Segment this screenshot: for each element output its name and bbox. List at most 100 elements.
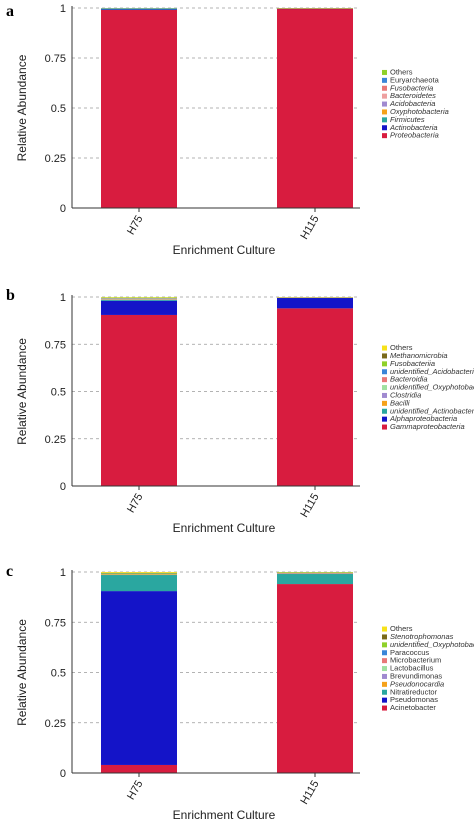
legend-label: Brevundimonas [390,671,442,680]
y-tick-label: 0.5 [51,103,66,115]
y-tick-label: 1 [60,292,66,304]
legend-label: Proteobacteria [390,131,439,140]
bar-segment-oxyphotobacteria [277,8,353,9]
legend-label: Methanomicrobia [390,351,448,360]
bar-segment-gammaproteobacteria [101,314,177,486]
bar-segment-acinetobacter [101,764,177,773]
legend-label: Bacteroidetes [390,91,436,100]
legend-label: Others [390,624,413,633]
x-tick-label: H115 [298,214,321,242]
legend: OthersEuryarchaeotaFusobacteriaBacteroid… [382,67,449,140]
bar-segment-unidentified-actinobacteria [101,299,177,301]
legend-label: Nitratireductor [390,687,438,696]
y-tick-label: 0 [60,203,66,215]
legend-label: Oxyphotobacteria [390,107,449,116]
legend-label: Alphaproteobacteria [389,414,457,423]
legend-swatch [382,369,387,375]
y-tick-label: 0.25 [45,434,66,446]
legend-swatch [382,85,387,91]
legend-label: Firmicutes [390,115,425,124]
bar-segment-nitratireductor [101,575,177,592]
legend-swatch [382,109,387,115]
legend-label: Stenotrophomonas [390,632,454,641]
legend-label: unidentified_Oxyphotobacteria [390,640,474,649]
y-tick-label: 1 [60,3,66,15]
legend-swatch [382,125,387,131]
legend-label: unidentified_Oxyphotobacteria [390,383,474,392]
legend-swatch [382,642,387,648]
legend-label: Others [390,67,413,76]
legend-swatch [382,392,387,398]
x-tick-label: H75 [125,214,145,237]
x-tick-label: H75 [125,779,145,802]
bar-segment-gammaproteobacteria [277,308,353,486]
legend-swatch [382,377,387,383]
bar-segment-pseudonocardia [101,574,177,576]
x-axis-title: Enrichment Culture [173,808,276,822]
legend-swatch [382,681,387,687]
legend-label: Pseudomonas [390,695,438,704]
bar-segment-firmicutes [101,8,177,10]
legend-swatch [382,408,387,414]
y-tick-label: 0 [60,768,66,780]
legend-swatch [382,400,387,406]
y-tick-label: 0.5 [51,668,66,680]
legend-swatch [382,101,387,107]
bar-segment-proteobacteria [277,9,353,208]
panel-letter: b [6,287,15,304]
legend-label: Fusobacteriia [390,359,435,368]
y-tick-label: 1 [60,567,66,579]
legend-label: Actinobacteria [389,123,438,132]
legend-label: Pseudonocardia [390,679,444,688]
legend-label: Bacteroidia [390,375,428,384]
chart-panel-b: b 0 0.25 0.5 0.75 1 H75 H115 Enrichment Culture R… [6,287,474,535]
y-tick-label: 0.75 [45,617,66,629]
legend-swatch [382,385,387,391]
legend-label: Acinetobacter [390,703,436,712]
legend-swatch [382,673,387,679]
legend-label: Lactobacillus [390,664,434,673]
panel-letter: c [6,563,13,580]
x-tick-label: H115 [298,779,321,807]
y-axis-title: Relative Abundance [15,619,29,726]
legend-label: Others [390,343,413,352]
legend-swatch [382,689,387,695]
legend-swatch [382,117,387,123]
y-tick-label: 0.25 [45,153,66,165]
legend-swatch [382,93,387,99]
legend-swatch [382,345,387,351]
legend-swatch [382,416,387,422]
bar-segment-proteobacteria [101,10,177,208]
legend-swatch [382,697,387,703]
bar-segment-actinobacteria [101,9,177,10]
y-axis-title: Relative Abundance [15,54,29,161]
y-tick-label: 0.5 [51,387,66,399]
x-axis-title: Enrichment Culture [173,521,276,535]
legend-label: Bacilli [390,398,410,407]
y-axis-title: Relative Abundance [15,338,29,445]
legend-label: Clostridia [390,390,421,399]
x-axis-title: Enrichment Culture [173,243,276,257]
legend-label: Gammaproteobacteria [390,422,465,431]
legend-label: unidentified_Actinobacteria [390,406,474,415]
bar-segment-alphaproteobacteria [101,300,177,315]
legend-swatch [382,69,387,75]
y-tick-label: 0.75 [45,339,66,351]
legend-label: Microbacterium [390,656,441,665]
bar-segment-alphaproteobacteria [277,297,353,309]
y-tick-label: 0 [60,481,66,493]
legend-swatch [382,353,387,359]
panel-letter: a [6,3,14,20]
legend-label: Acidobacteria [389,99,435,108]
x-tick-label: H115 [298,492,321,520]
chart-panel-c: c 0 0.25 0.5 0.75 1 H75 H115 Enrichment Culture R… [6,563,474,822]
legend-swatch [382,424,387,430]
bar-segment-acinetobacter [277,584,353,773]
bar-segment-others [101,572,177,573]
legend-swatch [382,361,387,367]
legend-swatch [382,634,387,640]
bar-segment-nitratireductor [277,574,353,585]
x-tick-label: H75 [125,492,145,515]
